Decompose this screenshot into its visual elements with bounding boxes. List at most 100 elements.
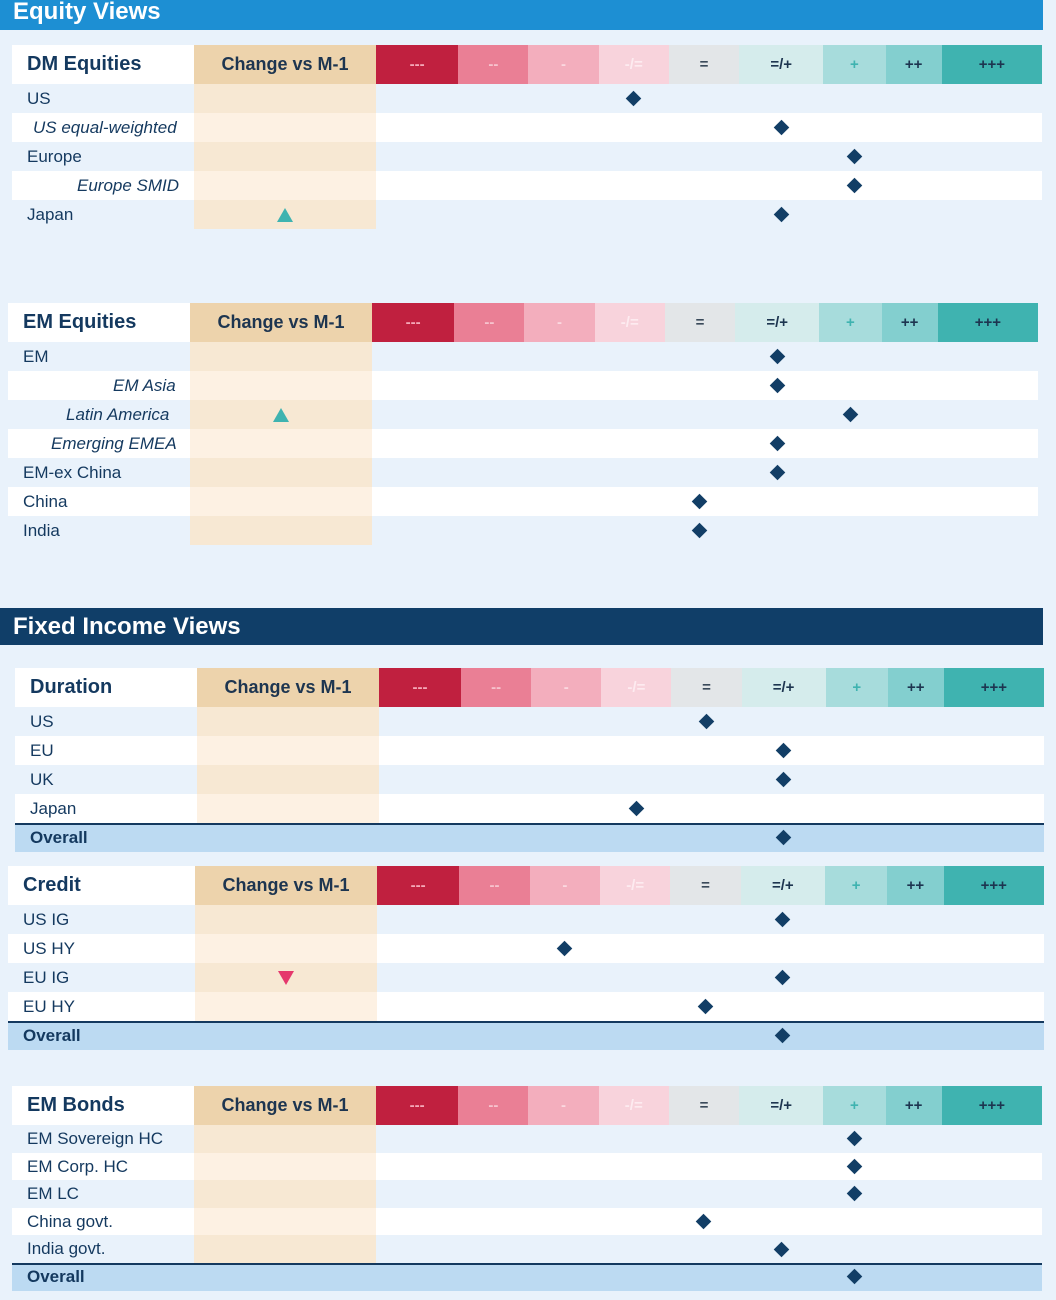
table-row: Latin America: [8, 400, 1038, 429]
change-cell: [194, 84, 376, 113]
scale-cell-5: =/+: [739, 1086, 824, 1125]
change-cell: [197, 707, 379, 736]
row-background: [15, 823, 1044, 852]
scale-cell-6: +: [819, 303, 882, 342]
row-label: Overall: [27, 1267, 85, 1286]
change-cell: [194, 171, 376, 200]
table-row: Overall: [15, 823, 1044, 852]
scale-cell-7: ++: [881, 303, 938, 342]
change-vs-m1-header: Change vs M-1: [190, 303, 372, 342]
table-row: Overall: [8, 1021, 1044, 1050]
table-row: EM Corp. HC: [12, 1152, 1042, 1181]
change-cell: [195, 934, 377, 963]
change-vs-m1-header: Change vs M-1: [197, 668, 379, 707]
table-row: Japan: [15, 794, 1044, 823]
row-background: [12, 1207, 1042, 1236]
scale-cell-8: +++: [941, 45, 1042, 84]
row-background: [12, 113, 1042, 142]
row-label: EM LC: [27, 1184, 79, 1204]
change-cell: [197, 736, 379, 765]
scale-cell-8: +++: [937, 303, 1038, 342]
scale-cell-7: ++: [885, 1086, 942, 1125]
change-cell: [194, 1152, 376, 1181]
change-cell: [190, 371, 372, 400]
row-label: EM Asia: [113, 376, 176, 395]
table-title: EM Equities: [8, 303, 190, 342]
row-label: Overall: [23, 1026, 81, 1045]
table-row: US IG: [8, 905, 1044, 934]
downgrade-triangle-icon: [278, 970, 294, 985]
scale-cell-0: ---: [376, 1086, 459, 1125]
change-cell: [194, 113, 376, 142]
row-label: UK: [30, 770, 54, 789]
table-row: EU: [15, 736, 1044, 765]
row-background: [12, 84, 1042, 113]
scale-cell-6: +: [823, 1086, 886, 1125]
scale-cell-6: +: [825, 668, 888, 707]
row-label: Overall: [30, 828, 88, 847]
equity-views-banner: Equity Views: [0, 0, 1043, 30]
change-vs-m1-header: Change vs M-1: [194, 45, 376, 84]
scale-cell-3: -/=: [594, 303, 665, 342]
table-header: EM Bonds Change vs M-1 --- -- - -/= = =/+ + ++ +++: [12, 1086, 1042, 1125]
row-label: US: [30, 712, 54, 731]
row-label: Europe: [27, 147, 82, 166]
scale-cell-2: -: [528, 45, 599, 84]
row-label: Japan: [30, 799, 77, 818]
row-label: India govt.: [27, 1239, 106, 1259]
row-label: EM Corp. HC: [27, 1156, 129, 1176]
table-row: Europe: [12, 142, 1042, 171]
change-cell: [194, 1180, 376, 1208]
table-row: Overall: [12, 1263, 1042, 1291]
scale-cell-4: =: [668, 45, 740, 84]
row-background: [8, 487, 1038, 516]
scale-cell-0: ---: [379, 668, 462, 707]
row-label: Emerging EMEA: [51, 434, 177, 453]
scale-cell-4: =: [671, 668, 742, 707]
scale-cell-1: --: [461, 668, 532, 707]
row-label: US IG: [23, 910, 70, 929]
scale-cell-7: ++: [887, 668, 944, 707]
upgrade-triangle-icon: [277, 207, 293, 222]
scale-cell-7: ++: [885, 45, 942, 84]
row-background: [8, 963, 1044, 992]
row-background: [15, 765, 1044, 794]
row-background: [12, 1235, 1042, 1263]
change-cell: [190, 458, 372, 487]
table-row: US equal-weighted: [12, 113, 1042, 142]
table-header: Duration Change vs M-1 --- -- - -/= = =/+ + ++ +++: [15, 668, 1044, 707]
row-label: China: [23, 492, 68, 511]
row-background: [12, 1263, 1042, 1291]
scale-cell-7: ++: [887, 866, 944, 905]
table-row: EM-ex China: [8, 458, 1038, 487]
table-row: UK: [15, 765, 1044, 794]
change-cell: [190, 487, 372, 516]
row-background: [8, 905, 1044, 934]
row-background: [12, 171, 1042, 200]
change-cell: [194, 142, 376, 171]
change-cell: [190, 342, 372, 371]
scale-cell-4: =: [670, 866, 741, 905]
row-label: Europe SMID: [77, 176, 180, 195]
scale-cell-5: =/+: [741, 668, 826, 707]
scale-cell-2: -: [529, 866, 600, 905]
change-cell: [195, 905, 377, 934]
scale-cell-5: =/+: [740, 866, 825, 905]
table-header: DM Equities Change vs M-1 --- -- - -/= = =/+ + ++…: [12, 45, 1042, 84]
table-row: China govt.: [12, 1207, 1042, 1236]
scale-cell-3: -/=: [601, 668, 672, 707]
scale-cell-0: ---: [377, 866, 460, 905]
scale-cell-3: -/=: [600, 866, 671, 905]
scale-cell-1: --: [459, 866, 530, 905]
row-background: [12, 1125, 1042, 1153]
row-background: [8, 516, 1038, 545]
table-row: EM LC: [12, 1180, 1042, 1208]
scale-cell-6: +: [823, 45, 886, 84]
scale-cell-2: -: [528, 1086, 599, 1125]
scale-cell-8: +++: [941, 1086, 1042, 1125]
row-background: [15, 794, 1044, 823]
change-cell: [194, 1235, 376, 1263]
table-row: India: [8, 516, 1038, 545]
scale-cell-2: -: [531, 668, 602, 707]
table-row: EM: [8, 342, 1038, 371]
